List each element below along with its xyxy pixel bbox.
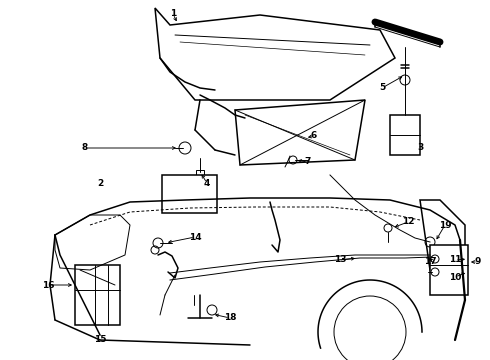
Text: 1: 1 [170, 9, 176, 18]
Text: 11: 11 [449, 256, 461, 265]
Text: 4: 4 [204, 179, 210, 188]
Text: 12: 12 [402, 217, 414, 226]
Text: 13: 13 [334, 256, 346, 265]
Text: 6: 6 [311, 131, 317, 140]
FancyBboxPatch shape [196, 170, 204, 176]
Text: 2: 2 [97, 179, 103, 188]
Text: 5: 5 [379, 84, 385, 93]
Text: 18: 18 [224, 314, 236, 323]
Text: 8: 8 [82, 144, 88, 153]
FancyBboxPatch shape [430, 245, 468, 295]
Text: 10: 10 [449, 273, 461, 282]
Text: 9: 9 [475, 257, 481, 266]
Text: 15: 15 [94, 336, 106, 345]
FancyBboxPatch shape [162, 175, 217, 213]
Text: 14: 14 [189, 233, 201, 242]
Text: 16: 16 [42, 280, 54, 289]
Text: 3: 3 [417, 144, 423, 153]
FancyBboxPatch shape [390, 115, 420, 155]
Text: 19: 19 [439, 220, 451, 230]
Text: 17: 17 [424, 257, 436, 266]
Text: 7: 7 [305, 158, 311, 166]
